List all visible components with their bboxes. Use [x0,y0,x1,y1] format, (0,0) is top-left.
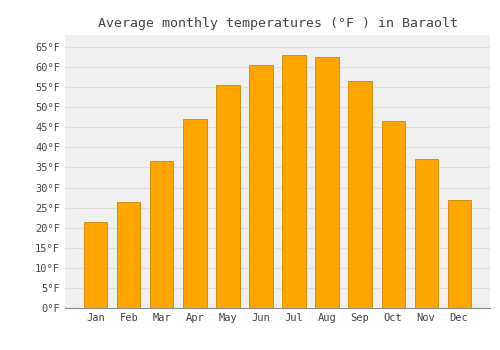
Bar [382,121,404,308]
Title: Average monthly temperatures (°F ) in Baraolt: Average monthly temperatures (°F ) in Ba… [98,17,458,30]
Bar [118,202,141,308]
Bar [250,65,272,308]
Bar [84,222,108,308]
Bar [348,81,372,308]
Bar [414,160,438,308]
Bar [150,161,174,308]
Bar [282,55,306,308]
Bar [184,119,206,308]
Bar [316,57,338,308]
Bar [216,85,240,308]
Bar [448,199,470,308]
